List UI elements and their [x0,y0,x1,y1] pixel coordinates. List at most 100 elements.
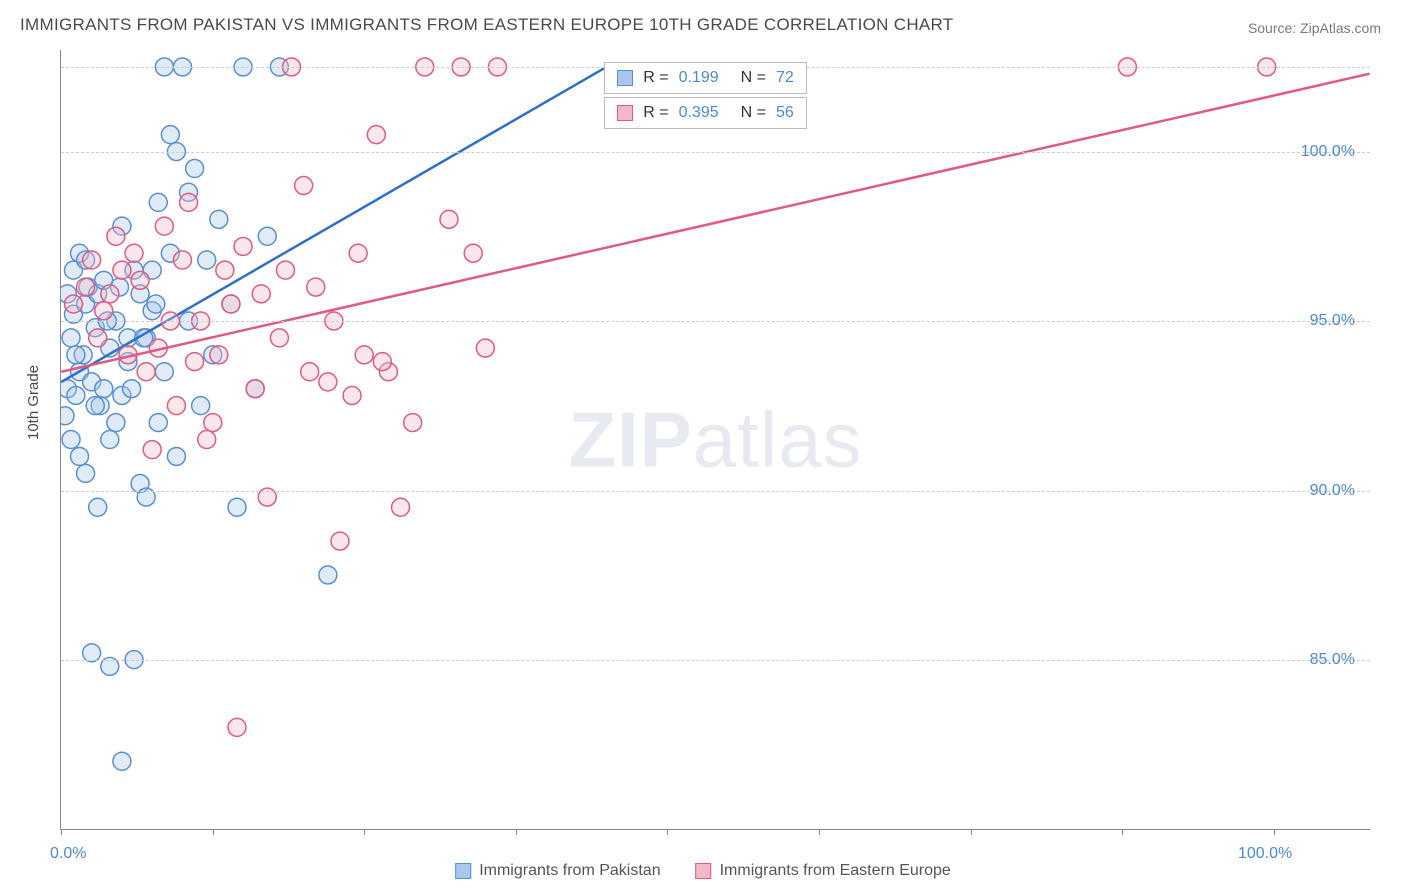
x-tick [1122,829,1123,835]
data-point-eastern_europe [404,414,422,432]
x-tick-label: 100.0% [1238,845,1292,863]
data-point-pakistan [79,278,97,296]
data-point-eastern_europe [440,210,458,228]
data-point-pakistan [101,339,119,357]
data-point-eastern_europe [119,346,137,364]
watermark: ZIPatlas [568,394,862,485]
data-point-pakistan [91,397,109,415]
data-point-pakistan [64,261,82,279]
data-point-pakistan [125,261,143,279]
data-point-eastern_europe [204,414,222,432]
legend-label: Immigrants from Pakistan [479,862,660,879]
data-point-pakistan [113,752,131,770]
data-point-pakistan [62,329,80,347]
data-point-pakistan [204,346,222,364]
data-point-eastern_europe [216,261,234,279]
data-point-pakistan [155,363,173,381]
data-point-eastern_europe [198,431,216,449]
source-attribution: Source: ZipAtlas.com [1248,20,1381,36]
stat-r-value: 0.395 [679,104,719,122]
data-point-pakistan [95,271,113,289]
data-point-eastern_europe [83,251,101,269]
data-point-pakistan [71,244,89,262]
data-point-eastern_europe [107,227,125,245]
data-point-pakistan [110,278,128,296]
data-point-eastern_europe [234,237,252,255]
y-axis-label: 10th Grade [25,365,42,440]
data-point-pakistan [101,431,119,449]
x-tick [971,829,972,835]
stat-swatch [617,70,633,86]
stat-n-label: N = [741,69,766,87]
data-point-pakistan [83,644,101,662]
data-point-pakistan [135,329,153,347]
stat-box-pakistan: R =0.199N =72 [604,62,807,94]
data-point-eastern_europe [143,441,161,459]
data-point-pakistan [192,397,210,415]
data-point-eastern_europe [301,363,319,381]
data-point-eastern_europe [343,386,361,404]
data-point-eastern_europe [355,346,373,364]
data-point-pakistan [137,329,155,347]
y-tick-label: 85.0% [1310,651,1355,669]
data-point-pakistan [228,498,246,516]
data-point-eastern_europe [331,532,349,550]
data-point-pakistan [258,227,276,245]
data-point-pakistan [210,210,228,228]
data-point-pakistan [67,346,85,364]
stat-r-label: R = [643,104,668,122]
data-point-pakistan [123,380,141,398]
y-tick-label: 100.0% [1301,143,1355,161]
data-point-eastern_europe [379,363,397,381]
data-point-pakistan [67,386,85,404]
data-point-eastern_europe [307,278,325,296]
data-point-pakistan [131,285,149,303]
data-point-pakistan [83,373,101,391]
data-point-eastern_europe [64,295,82,313]
legend-item-eastern_europe: Immigrants from Eastern Europe [696,862,951,880]
legend: Immigrants from Pakistan Immigrants from … [455,862,951,880]
data-point-pakistan [180,183,198,201]
data-point-eastern_europe [210,346,228,364]
data-point-eastern_europe [167,397,185,415]
data-point-pakistan [147,295,165,313]
data-point-pakistan [119,353,137,371]
data-point-pakistan [95,380,113,398]
data-point-eastern_europe [392,498,410,516]
data-point-pakistan [62,431,80,449]
data-point-eastern_europe [246,380,264,398]
x-tick-label: 0.0% [50,845,86,863]
stat-swatch [617,105,633,121]
data-point-pakistan [61,285,76,303]
data-point-eastern_europe [228,718,246,736]
data-point-pakistan [77,295,95,313]
data-point-eastern_europe [319,373,337,391]
data-point-pakistan [61,407,74,425]
data-point-eastern_europe [373,353,391,371]
data-point-pakistan [89,498,107,516]
data-point-eastern_europe [222,295,240,313]
data-point-eastern_europe [476,339,494,357]
data-point-pakistan [107,414,125,432]
x-tick [667,829,668,835]
stat-n-value: 56 [776,104,794,122]
y-tick-label: 90.0% [1310,482,1355,500]
watermark-light: atlas [693,395,863,483]
data-point-pakistan [143,261,161,279]
chart-svg [61,50,1370,829]
source-prefix: Source: [1248,20,1300,36]
data-point-eastern_europe [270,329,288,347]
y-tick-label: 95.0% [1310,312,1355,330]
legend-swatch [696,863,712,879]
data-point-eastern_europe [252,285,270,303]
stat-n-label: N = [741,104,766,122]
regression-line-pakistan [61,67,606,382]
x-tick [364,829,365,835]
gridline-h [61,660,1370,661]
data-point-eastern_europe [180,193,198,211]
data-point-pakistan [61,380,76,398]
x-tick [61,829,62,835]
data-point-eastern_europe [367,126,385,144]
x-tick [1274,829,1275,835]
plot-area: ZIPatlas 85.0% 90.0% 95.0% 100.0% R =0.199N … [60,50,1370,830]
